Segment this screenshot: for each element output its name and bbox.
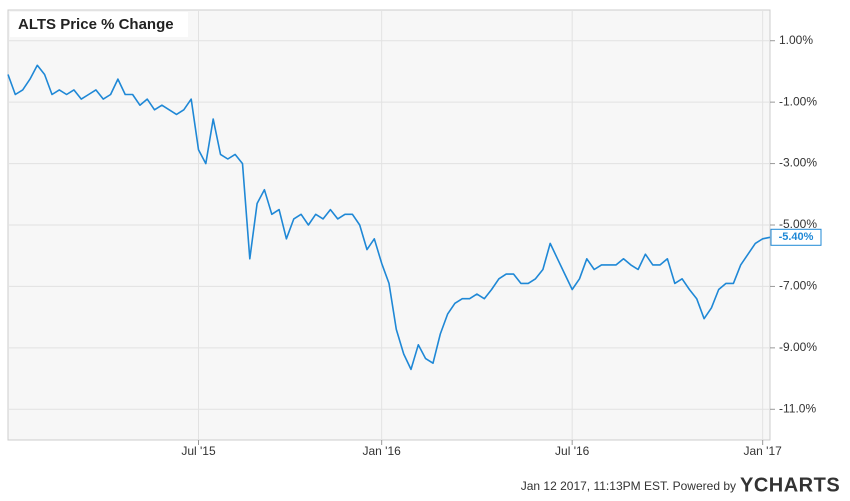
value-label: -5.40% — [779, 231, 814, 243]
y-tick-label: -1.00% — [779, 94, 817, 108]
grid — [8, 10, 770, 440]
y-tick-label: -7.00% — [779, 279, 817, 293]
chart-title: ALTS Price % Change — [18, 16, 174, 33]
x-tick-label: Jul '15 — [181, 444, 216, 458]
title-box — [10, 12, 188, 37]
brand: YCHARTS — [740, 474, 840, 496]
y-tick-label: -3.00% — [779, 156, 817, 170]
lines — [7, 64, 771, 371]
price-line — [7, 64, 771, 371]
x-tick-label: Jan '16 — [363, 444, 402, 458]
y-tick-label: -5.00% — [779, 217, 817, 231]
x-tick-label: Jul '16 — [555, 444, 590, 458]
y-tick-label: -9.00% — [779, 340, 817, 354]
y-tick-label: 1.00% — [779, 33, 813, 47]
value-label-box — [770, 228, 822, 246]
x-tick-label: Jan '17 — [744, 444, 783, 458]
footer: Jan 12 2017, 11:13PM EST. Powered by — [521, 479, 736, 493]
y-tick-label: -11.0% — [779, 401, 816, 415]
